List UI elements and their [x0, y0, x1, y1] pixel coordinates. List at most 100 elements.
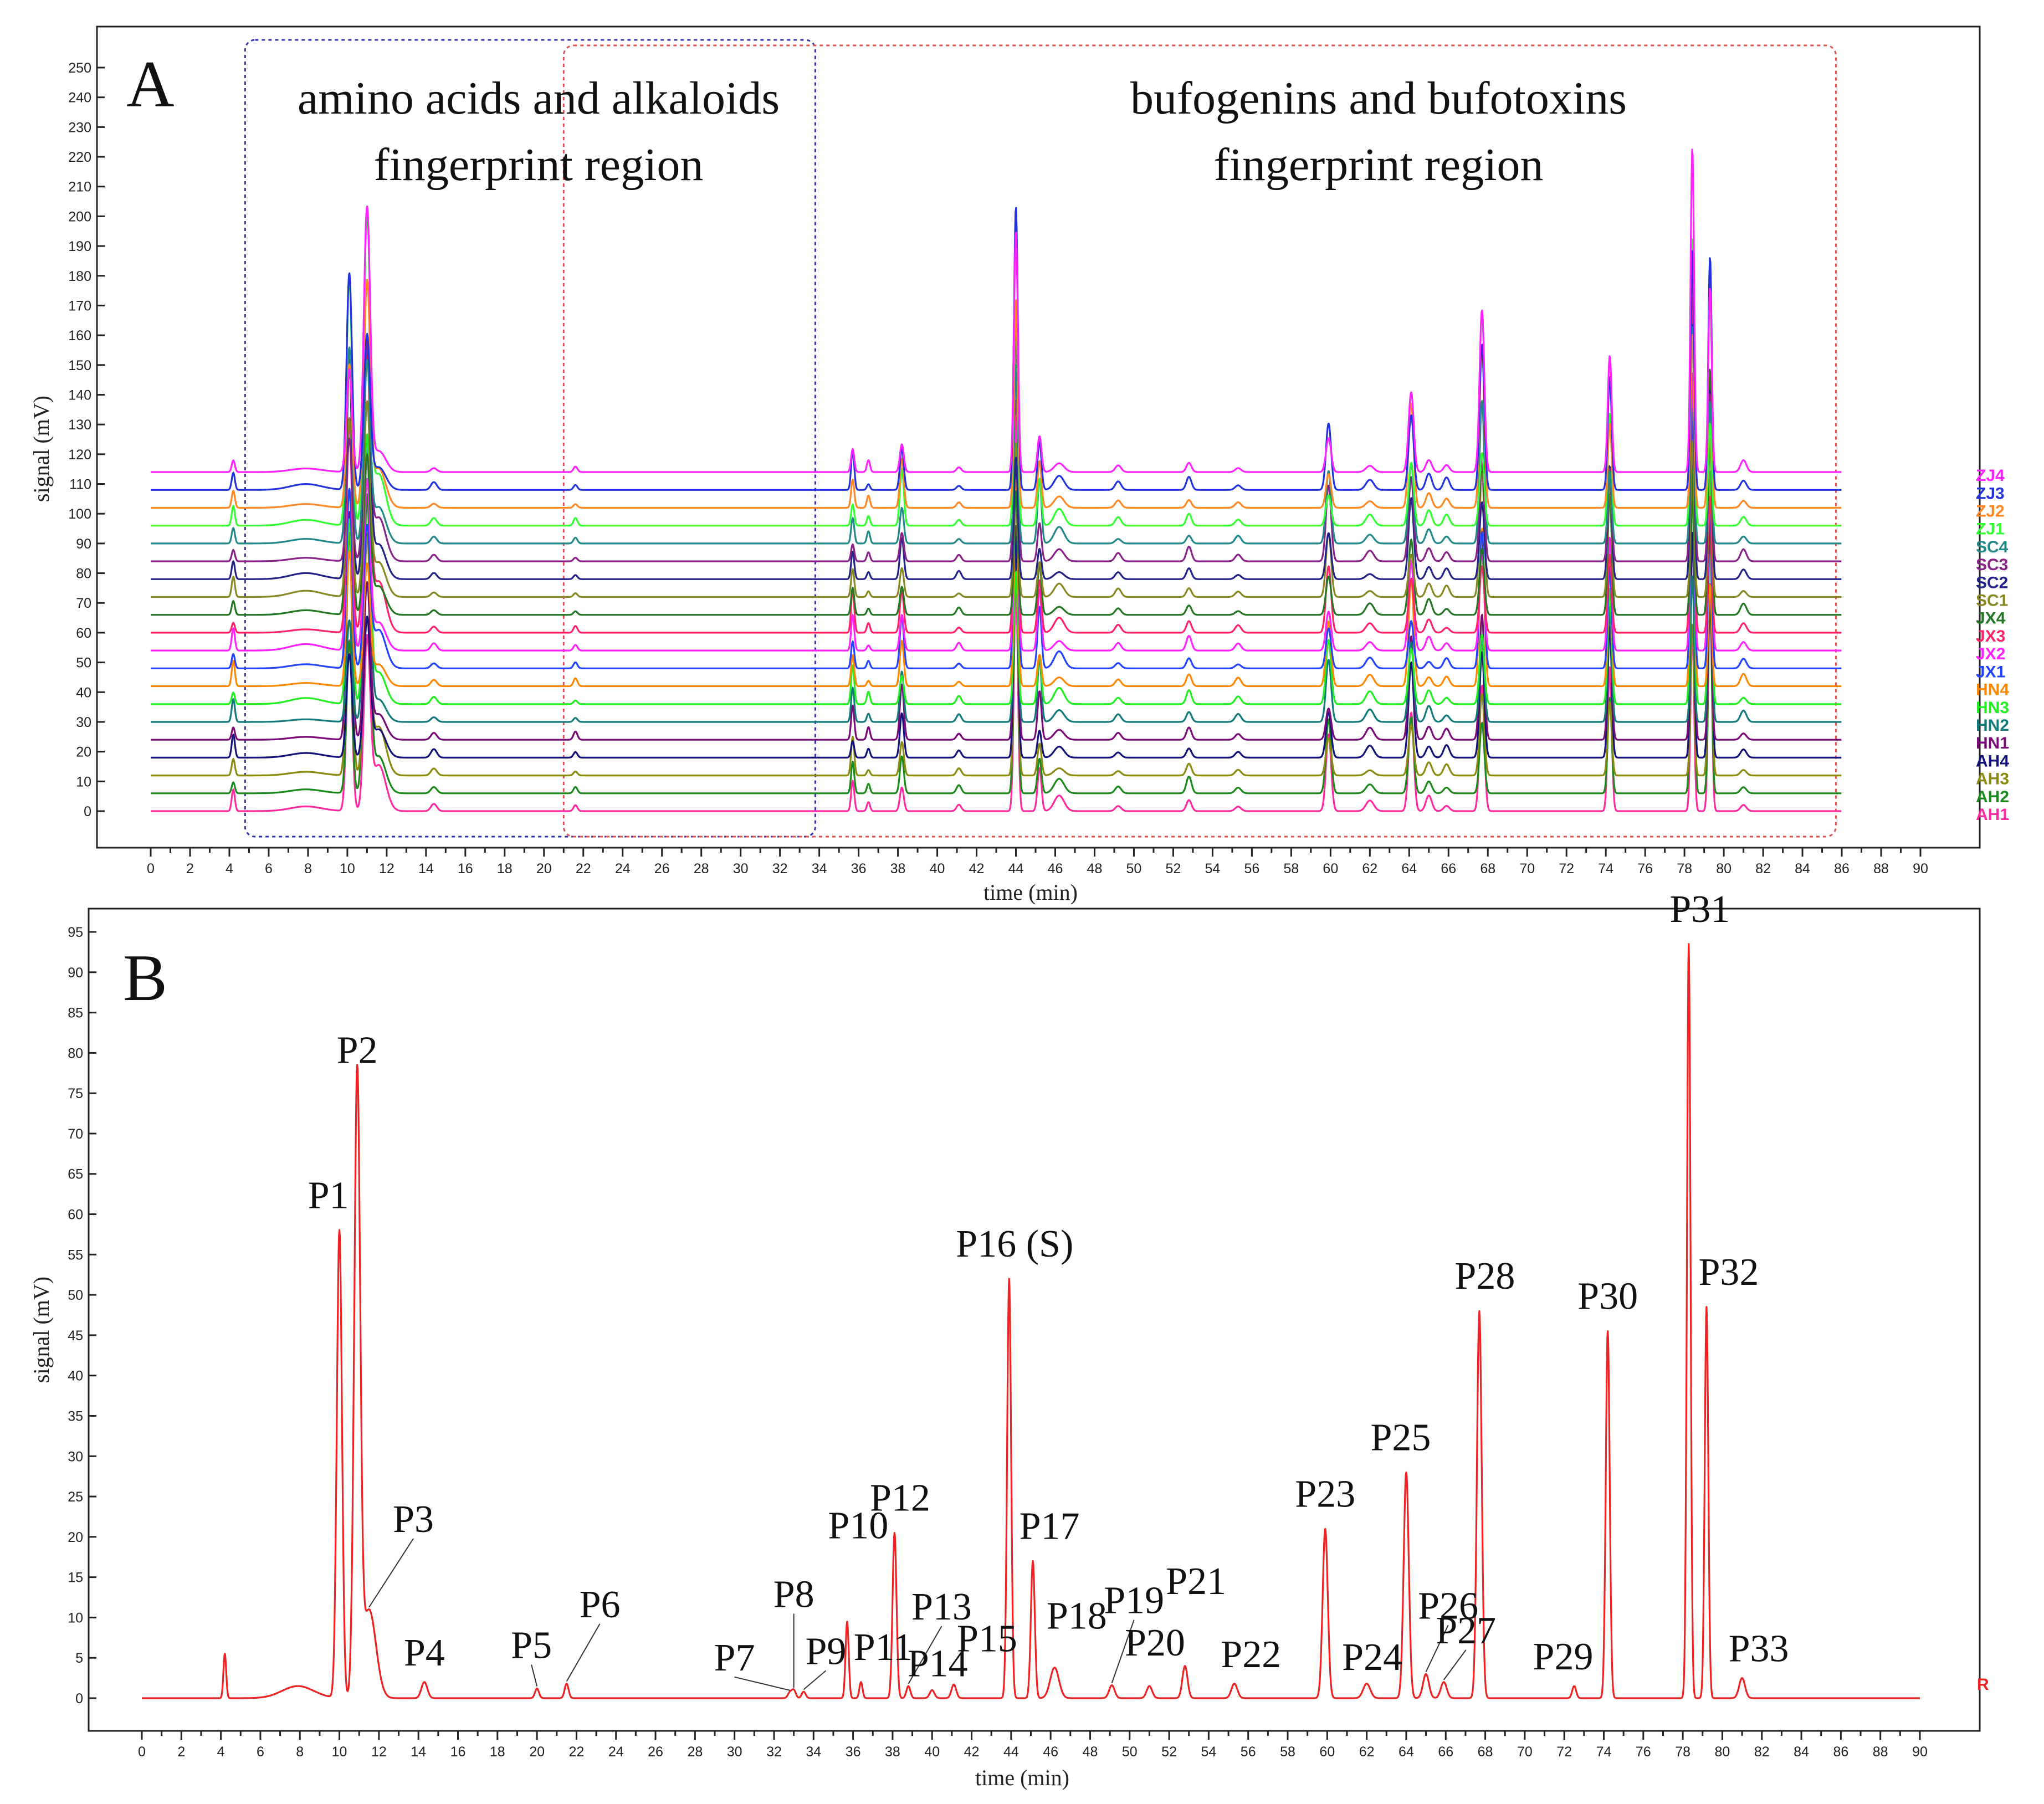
- panel-a-x-tick-label: 54: [1205, 861, 1220, 877]
- region-bufo-label-line1: bufogenins and bufotoxins: [1130, 73, 1627, 124]
- panel-a-y-tick-label: 150: [68, 358, 91, 373]
- trace-jx3: [150, 297, 1842, 634]
- panel-b-x-tick-label: 8: [296, 1744, 304, 1760]
- legend-jx1: JX1: [1976, 663, 2005, 681]
- panel-a-x-tick-label: 24: [615, 861, 631, 877]
- panel-a-x-tick-label: 20: [536, 861, 552, 877]
- legend-hn3: HN3: [1976, 699, 2009, 717]
- legend-ah3: AH3: [1976, 770, 2009, 788]
- peak-label-p19: P19: [1104, 1580, 1164, 1622]
- panel-a-legend: AH1AH2AH3AH4HN1HN2HN3HN4JX1JX2JX3JX4SC1S…: [1976, 467, 2009, 824]
- peak-label-p23: P23: [1295, 1473, 1355, 1515]
- panel-b-y-tick-label: 65: [68, 1167, 83, 1182]
- panel-b-x-tick-label: 40: [924, 1744, 940, 1760]
- trace-zj4: [150, 148, 1842, 473]
- panel-b-y-tick-label: 35: [68, 1408, 83, 1424]
- peak-label-p4: P4: [404, 1632, 445, 1674]
- trace-ah2: [150, 475, 1842, 795]
- panel-a-y-tick-label: 50: [76, 655, 91, 671]
- panel-a-ylabel: signal (mV): [29, 396, 54, 502]
- panel-a-x-tick-label: 48: [1087, 861, 1103, 877]
- region-box-bufogenins: [562, 44, 1837, 838]
- panel-b-xlabel: time (min): [975, 1765, 1069, 1790]
- panel-a-y-tick-label: 170: [68, 298, 91, 314]
- panel-b-x-tick-label: 48: [1083, 1744, 1098, 1760]
- peak-label-p18: P18: [1047, 1595, 1107, 1638]
- panel-a-y-tick-label: 130: [68, 417, 91, 433]
- legend-jx3: JX3: [1976, 627, 2005, 645]
- panel-b-y-tick-label: 10: [68, 1610, 83, 1626]
- panel-a-x-tick-label: 40: [930, 861, 945, 877]
- region-bufo-label-line2: fingerprint region: [1214, 139, 1544, 191]
- legend-zj4: ZJ4: [1976, 467, 2005, 485]
- panel-a-x-tick-label: 52: [1166, 861, 1181, 877]
- panel-b-x-tick-label: 44: [1003, 1744, 1019, 1760]
- peak-label-p11: P11: [854, 1626, 913, 1669]
- panel-b-ylabel: signal (mV): [29, 1277, 54, 1383]
- peak-label-p28: P28: [1454, 1255, 1515, 1298]
- panel-a-y-tick-label: 80: [76, 566, 91, 582]
- panel-a-x-tick-label: 38: [890, 861, 906, 877]
- panel-b-x-tick-label: 42: [964, 1744, 980, 1760]
- panel-a-y-tick-label: 40: [76, 685, 91, 700]
- trace-hn3: [150, 411, 1842, 705]
- legend-ah1: AH1: [1976, 806, 2009, 824]
- legend-ah4: AH4: [1976, 752, 2009, 770]
- panel-b-x-tick-label: 84: [1794, 1744, 1809, 1760]
- panel-a-x-tick-label: 8: [304, 861, 312, 877]
- trace-sc4: [150, 326, 1842, 545]
- legend-sc2: SC2: [1976, 573, 2008, 592]
- trace-zj2: [150, 266, 1842, 509]
- peak-leader: [1443, 1649, 1467, 1680]
- panel-b-x-tick-label: 26: [648, 1744, 663, 1760]
- panel-a-x-tick-label: 64: [1401, 861, 1417, 877]
- peak-label-p12: P12: [870, 1477, 930, 1520]
- panel-a-y-tick-label: 110: [69, 477, 91, 493]
- panel-a-x-tick-label: 28: [694, 861, 709, 877]
- panel-b-x-tick-label: 20: [529, 1744, 545, 1760]
- peak-label-p31: P31: [1669, 888, 1730, 931]
- panel-a-y-tick-label: 60: [76, 626, 91, 641]
- peak-label-p30: P30: [1577, 1275, 1638, 1318]
- panel-b-trace: [141, 943, 1920, 1699]
- panel-a-x-tick-label: 32: [772, 861, 788, 877]
- legend-hn1: HN1: [1976, 734, 2009, 752]
- panel-a-y-tick-label: 250: [68, 60, 91, 76]
- region-amino-label-line2: fingerprint region: [374, 139, 704, 191]
- peak-leader: [566, 1623, 601, 1682]
- legend-jx2: JX2: [1976, 645, 2005, 663]
- panel-a-x-tick-label: 50: [1126, 861, 1142, 877]
- panel-b-y-tick-label: 70: [68, 1126, 83, 1142]
- trace-ah1: [150, 582, 1842, 812]
- panel-a-x-tick-label: 58: [1283, 861, 1299, 877]
- panel-a-y-tick-label: 240: [68, 90, 91, 106]
- region-box-amino-acids: [244, 39, 817, 838]
- peak-label-p6: P6: [580, 1583, 621, 1626]
- panel-b-x-tick-label: 90: [1912, 1744, 1928, 1760]
- panel-b-x-tick-label: 74: [1596, 1744, 1612, 1760]
- panel-a-y-tick-label: 120: [68, 447, 91, 463]
- panel-a-x-tick-label: 46: [1048, 861, 1063, 877]
- panel-b-series-label: R: [1977, 1675, 1989, 1694]
- panel-b-y-tick-label: 25: [68, 1489, 83, 1505]
- panel-a-x-tick-label: 72: [1559, 861, 1574, 877]
- peak-label-p14: P14: [908, 1642, 968, 1685]
- panel-b-x-tick-label: 62: [1359, 1744, 1375, 1760]
- panel-a-y-tick-label: 30: [76, 715, 91, 730]
- peak-leader: [803, 1670, 827, 1690]
- legend-sc3: SC3: [1976, 556, 2008, 574]
- panel-b-axes: 0 2 4 6 8 10 12 14 16 18 20 22 24 26 28 30 32 34 36 38 40 42 4…: [68, 925, 1928, 1760]
- panel-b-y-tick-label: 15: [68, 1570, 83, 1586]
- panel-b-x-tick-label: 30: [727, 1744, 742, 1760]
- panel-a-y-tick-label: 10: [76, 774, 91, 790]
- panel-b-x-tick-label: 80: [1715, 1744, 1730, 1760]
- panel-a-x-tick-label: 0: [147, 861, 155, 877]
- panel-a-x-tick-label: 78: [1677, 861, 1692, 877]
- trace-ah4: [150, 495, 1842, 759]
- trace-sc3: [150, 257, 1842, 562]
- panel-a-x-tick-label: 14: [418, 861, 434, 877]
- panel-b-y-tick-label: 75: [68, 1086, 83, 1101]
- panel-b-x-tick-label: 38: [885, 1744, 900, 1760]
